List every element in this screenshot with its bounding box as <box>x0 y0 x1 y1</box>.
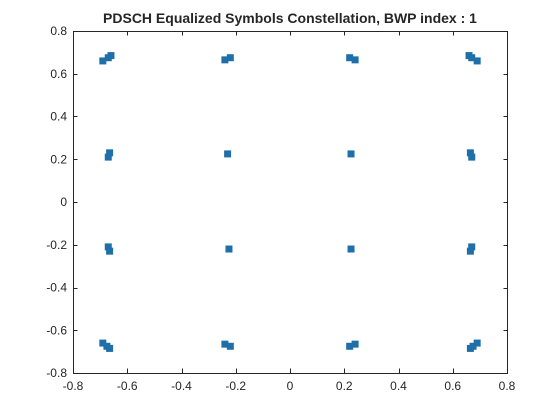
x-tick-label: 0.8 <box>499 379 516 393</box>
data-point <box>106 344 114 352</box>
data-point <box>226 54 234 62</box>
y-tick-label: -0.4 <box>46 281 67 295</box>
x-tick-label: -0.6 <box>117 379 138 393</box>
data-point <box>473 339 481 347</box>
y-tick-label: -0.2 <box>46 238 67 252</box>
chart-title: PDSCH Equalized Symbols Constellation, B… <box>103 10 477 26</box>
data-point <box>106 149 114 157</box>
data-point <box>347 150 355 158</box>
x-tick-label: 0 <box>287 379 294 393</box>
data-point <box>106 247 114 255</box>
y-tick-label: 0 <box>60 195 67 209</box>
x-tick-label: -0.8 <box>63 379 84 393</box>
data-point <box>351 340 359 348</box>
points-layer <box>99 52 481 352</box>
x-tick-label: 0.2 <box>336 379 353 393</box>
y-tick-label: 0.6 <box>50 67 67 81</box>
data-point <box>107 52 115 60</box>
data-point <box>347 245 355 253</box>
axes-box <box>73 31 508 374</box>
y-tick-label: 0.4 <box>50 110 67 124</box>
y-tick-label: 0.2 <box>50 152 67 166</box>
x-tick-label: -0.4 <box>171 379 192 393</box>
y-tick-label: 0.8 <box>50 24 67 38</box>
ticks-layer: -0.8 -0.6 -0.4 -0.2 0 0.2 0.4 0.6 0.8 -0.8 -0.6 -0.… <box>46 24 515 393</box>
x-tick-label: -0.2 <box>225 379 246 393</box>
data-point <box>224 150 232 158</box>
data-point <box>468 153 476 161</box>
data-point <box>473 57 481 65</box>
y-tick-label: -0.8 <box>46 366 67 380</box>
y-tick-label: -0.6 <box>46 323 67 337</box>
data-point <box>225 245 233 253</box>
data-point <box>468 243 476 251</box>
x-tick-label: 0.6 <box>444 379 461 393</box>
x-tick-label: 0.4 <box>390 379 407 393</box>
data-point <box>351 56 359 64</box>
data-point <box>226 342 234 350</box>
